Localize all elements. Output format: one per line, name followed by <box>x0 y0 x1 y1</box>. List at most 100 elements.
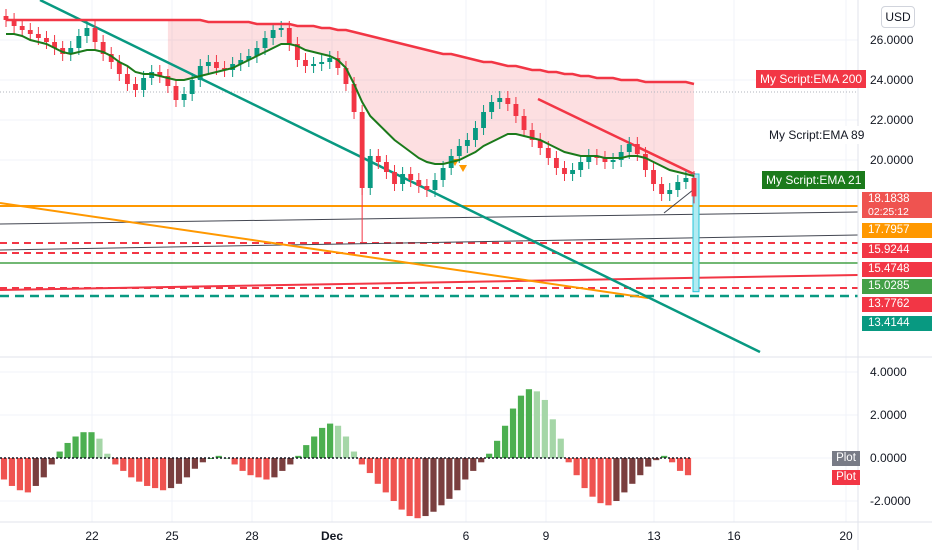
candle-body <box>489 102 495 112</box>
histogram-bar <box>414 458 421 519</box>
indicator-tick-label: 2.0000 <box>870 408 907 422</box>
histogram-bar <box>48 458 55 465</box>
histogram-bar <box>653 458 660 461</box>
histogram-bar <box>565 458 572 463</box>
candle-body <box>586 156 592 162</box>
candle-body <box>173 86 179 100</box>
histogram-bar <box>613 458 620 501</box>
candle-body <box>68 48 74 54</box>
legend-ema200[interactable]: My Script:EMA 200 <box>756 70 867 88</box>
histogram-bar <box>128 458 135 478</box>
ema-lines <box>6 18 695 177</box>
histogram-bar <box>326 423 334 458</box>
legend-ema21[interactable]: My Script:EMA 21 <box>762 171 866 189</box>
histogram-bar <box>72 436 79 458</box>
candle-body <box>634 144 640 154</box>
candle-body <box>270 30 276 38</box>
candle-body <box>254 48 260 56</box>
indicator-tick-label: -2.0000 <box>870 494 911 508</box>
candle-body <box>214 62 219 68</box>
orange-trend-line <box>0 202 649 299</box>
time-tick-label: 13 <box>647 529 661 543</box>
histogram-bar <box>271 458 278 478</box>
candle-body <box>92 28 98 42</box>
histogram-bar <box>175 458 183 484</box>
ema-200-line <box>6 18 695 86</box>
candle-body <box>319 62 325 64</box>
candle-body <box>416 180 422 186</box>
price-tick-label: 26.0000 <box>870 33 914 47</box>
candle-body <box>116 62 122 74</box>
histogram-bar <box>398 458 405 510</box>
candle-body <box>133 84 138 90</box>
histogram-bar <box>661 455 668 458</box>
histogram-bar <box>533 391 540 458</box>
histogram-bar <box>287 458 294 465</box>
orange-marker <box>459 165 467 172</box>
candle-body <box>578 162 584 170</box>
histogram-bar <box>454 458 461 491</box>
histogram-bar <box>581 458 588 489</box>
price-tick-label: 22.0000 <box>870 113 914 127</box>
histogram-bar <box>668 458 676 463</box>
histogram-bar <box>215 455 222 458</box>
candle-body <box>537 140 543 148</box>
histogram-bar <box>406 458 413 517</box>
candle-body <box>651 170 656 184</box>
candle-body <box>327 58 333 62</box>
red-resistance-line <box>537 97 699 178</box>
histogram-bar <box>255 458 262 478</box>
candle-body <box>262 38 268 48</box>
histogram-bar <box>295 455 302 458</box>
candle-body <box>610 160 616 162</box>
countdown-timer: 02:25:12 <box>868 206 909 218</box>
histogram-bar <box>167 458 175 489</box>
histogram-bar <box>629 458 636 484</box>
histogram-bar <box>104 453 111 458</box>
histogram-bar <box>382 458 389 493</box>
black-trend-line-2 <box>0 234 859 251</box>
candle-body <box>562 168 567 174</box>
candle-body <box>335 58 341 68</box>
histogram-bar <box>199 458 206 463</box>
candle-body <box>141 78 147 90</box>
histogram-bar <box>621 458 628 493</box>
candle-body <box>553 158 559 168</box>
histogram-bar <box>319 427 326 458</box>
teal-channel-line <box>39 0 761 354</box>
candle-body <box>375 156 381 162</box>
histogram-bar <box>605 458 612 506</box>
histogram-bar <box>509 408 517 458</box>
histogram-bar <box>637 458 644 476</box>
indicator-legend-plot-1[interactable]: Plot <box>832 451 860 466</box>
histogram-bar <box>32 458 39 486</box>
indicator-legend-plot-2[interactable]: Plot <box>832 470 860 485</box>
histogram <box>0 389 692 519</box>
candle-body <box>44 38 49 42</box>
histogram-bar <box>247 458 254 476</box>
candle-body <box>343 68 349 84</box>
candle-body <box>11 20 17 26</box>
histogram-bar <box>80 432 87 458</box>
candle-body <box>311 64 317 66</box>
candle-body <box>626 144 632 152</box>
price-tag-green: 15.0285 <box>862 279 932 294</box>
candle-body <box>643 154 648 170</box>
histogram-bar <box>207 458 214 459</box>
currency-button[interactable]: USD <box>881 6 915 28</box>
red-trend-line <box>0 274 859 291</box>
candle-body <box>424 186 430 190</box>
candle-body <box>392 172 397 184</box>
last-price-value: 18.1838 <box>868 193 910 205</box>
legend-ema89[interactable]: My Script:EMA 89 <box>765 126 869 144</box>
histogram-bar <box>645 458 652 467</box>
price-tag-red-2: 15.4748 <box>862 262 932 277</box>
histogram-bar <box>597 458 604 504</box>
histogram-bar <box>478 458 485 463</box>
ema-21-line <box>6 33 695 177</box>
histogram-bar <box>112 458 119 465</box>
candle-body <box>197 66 203 80</box>
